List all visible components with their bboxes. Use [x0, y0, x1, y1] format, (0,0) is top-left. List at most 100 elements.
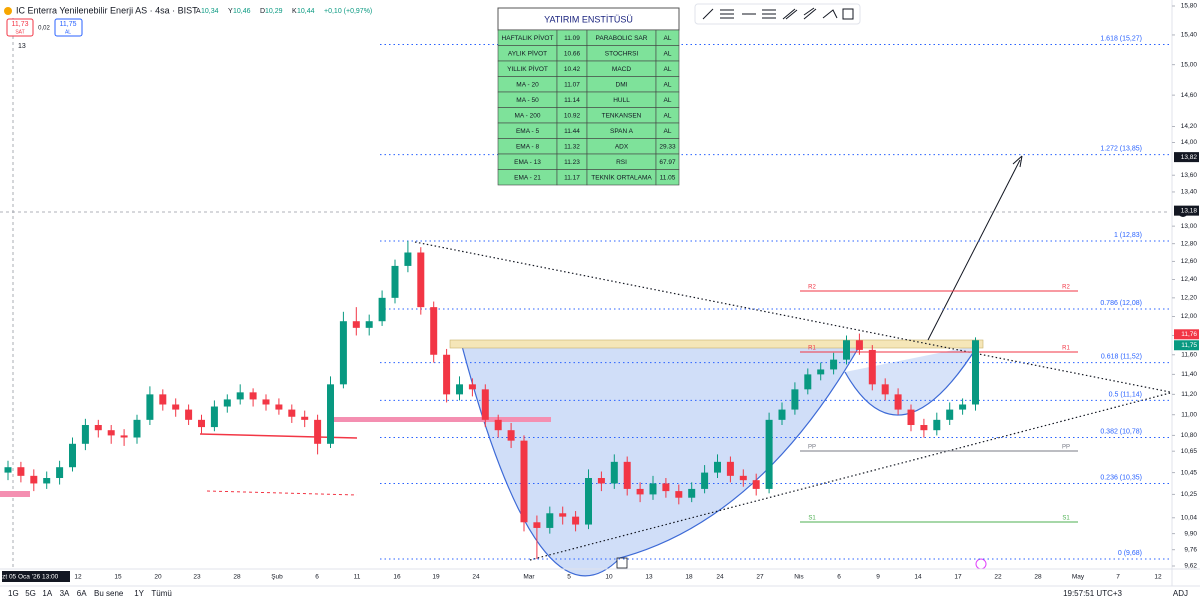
range-button[interactable]: 1G — [8, 589, 19, 598]
tool-icon[interactable] — [803, 7, 817, 20]
fib-label: 1.272 (13,85) — [1100, 146, 1142, 153]
x-tick-label: 5 — [567, 574, 571, 581]
table-cell-text: MACD — [612, 66, 631, 73]
tool-icon[interactable] — [842, 8, 854, 20]
sell-button[interactable] — [6, 18, 34, 37]
range-button[interactable]: 6A — [77, 589, 87, 598]
symbol-title: IC Enterra Yenilenebilir Enerji AS · 4sa… — [16, 5, 198, 15]
range-button[interactable]: 1Y — [134, 589, 144, 598]
candle-body — [662, 483, 670, 492]
x-tick-label: Nis — [794, 574, 804, 581]
tool-icon[interactable] — [822, 9, 838, 19]
candle-body — [133, 419, 141, 438]
y-tick-label: 12,00 — [1181, 313, 1198, 320]
y-tick-label: 9,62 — [1184, 563, 1197, 570]
ohlc-value: 10,34 — [201, 8, 219, 15]
y-tick-label: 14,20 — [1181, 123, 1198, 130]
candle-body — [959, 404, 967, 410]
table-cell-text: MA - 200 — [514, 112, 540, 119]
x-tick-label: 12 — [74, 574, 82, 581]
ohlc-value: 10,46 — [233, 8, 251, 15]
spread: 0,02 — [38, 26, 50, 32]
candle-body — [778, 409, 786, 420]
table-cell-text: HAFTALIK PİVOT — [502, 33, 554, 42]
candle-body — [288, 409, 296, 417]
candle-body — [559, 513, 567, 517]
red-dashed-level — [206, 490, 358, 496]
y-tick-label: 10,45 — [1181, 469, 1198, 476]
adj-button[interactable]: ADJ — [1173, 589, 1188, 598]
range-button[interactable]: Tümü — [151, 589, 171, 598]
table-cell-text: DMI — [616, 81, 628, 88]
x-tick-label: 24 — [716, 574, 724, 581]
table-cell-text: EMA - 13 — [514, 159, 541, 166]
y-tick-label: 10,25 — [1181, 491, 1198, 498]
y-tick-label: 12,80 — [1181, 240, 1198, 247]
tool-icon[interactable] — [702, 8, 714, 20]
x-tick-label: 24 — [472, 574, 480, 581]
candle-body — [714, 461, 721, 473]
x-tick-label: 28 — [1034, 574, 1042, 581]
pivot-label: R1 — [1062, 346, 1070, 352]
table-cell-text: 11.44 — [564, 128, 580, 135]
indicator-table: YATIRIM ENSTİTÜSÜ HAFTALIK PİVOT 11.09 PARA… — [497, 7, 680, 186]
fib-label: 0.786 (12,08) — [1100, 300, 1142, 307]
candle-body — [533, 522, 541, 528]
ohlc-key: D — [260, 8, 265, 15]
buy-button[interactable] — [54, 18, 83, 37]
candle-body — [391, 265, 399, 298]
y-tick-label: 10,04 — [1181, 514, 1198, 521]
table-cell-text: MA - 50 — [516, 97, 539, 104]
candle-body — [623, 461, 631, 489]
candle-body — [94, 425, 102, 431]
candle-body — [507, 430, 515, 441]
table-cell-text: STOCHRSI — [605, 50, 639, 57]
candle-body — [843, 340, 850, 360]
candle-body — [430, 307, 438, 355]
table-cell-text: AYLIK PİVOT — [508, 48, 547, 57]
handle-pattern — [844, 344, 979, 416]
table-cell-text: AL — [664, 50, 672, 57]
range-button[interactable]: Bu sene — [94, 589, 124, 598]
y-tick-label: 15,80 — [1181, 3, 1198, 10]
range-button[interactable]: 5G — [25, 589, 36, 598]
candle-body — [352, 321, 360, 328]
bottom-toolbar: 19:57:51 UTC+3 ADJ 1G 5G 1A 3A 6A Bu sene 1Y Tü… — [8, 589, 1188, 598]
table-cell-text: 10.66 — [564, 50, 581, 57]
table-cell-text: AL — [664, 35, 672, 42]
tool-icon[interactable] — [720, 9, 734, 19]
candle-body — [468, 384, 476, 390]
fib-label: 0.5 (11,14) — [1109, 391, 1142, 398]
table-cell-text: 10.42 — [564, 66, 581, 73]
candle-body — [81, 425, 89, 444]
range-button[interactable]: 3A — [60, 589, 70, 598]
tool-icon[interactable] — [782, 8, 798, 20]
y-tick-label: 9,90 — [1184, 530, 1197, 537]
indicator-count[interactable]: 13 — [18, 43, 26, 50]
pivot-label: R2 — [808, 285, 816, 291]
toolbar-frame — [694, 3, 861, 25]
table-cell-text: AL — [664, 112, 672, 119]
pink-marker — [0, 491, 30, 497]
table-cell-text: HULL — [613, 97, 630, 104]
y-tick-label: 9,76 — [1184, 546, 1197, 553]
pivot-label: R1 — [808, 346, 816, 352]
fib-label: 1 (12,83) — [1114, 232, 1142, 239]
event-marker — [975, 558, 987, 570]
y-tick-label: 11,60 — [1181, 351, 1197, 358]
fib-label: 0.618 (11,52) — [1101, 353, 1142, 360]
candle-body — [546, 513, 554, 528]
y-tick-label: 10,80 — [1181, 432, 1198, 439]
buy-label: AL — [65, 29, 71, 35]
candle-body — [236, 392, 244, 400]
x-tick-label: 14 — [914, 574, 922, 581]
table-cell-text: ADX — [615, 143, 629, 150]
candle-body — [223, 399, 231, 407]
x-tick-label: Pzt 05 Oca '26 13:00 — [0, 574, 59, 581]
x-tick-label: 19 — [432, 574, 440, 581]
x-tick-label: May — [1072, 574, 1085, 581]
tool-icon[interactable] — [762, 9, 776, 19]
range-button[interactable]: 1A — [42, 589, 52, 598]
table-cell-text: TEKNİK ORTALAMA — [591, 172, 652, 181]
